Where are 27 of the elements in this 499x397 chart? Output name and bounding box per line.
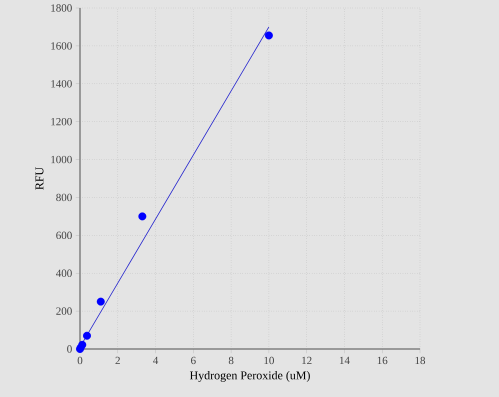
x-tick-label: 14 <box>340 356 350 364</box>
y-tick-label: 1200 <box>51 118 72 126</box>
y-tick-label: 800 <box>56 194 72 202</box>
y-tick-label: 600 <box>56 232 72 240</box>
x-tick-label: 2 <box>116 356 120 364</box>
point <box>83 332 91 340</box>
x-tick-label: 6 <box>191 356 196 364</box>
x-tick-label: 8 <box>228 356 234 364</box>
y-tick-label: 0 <box>67 345 72 353</box>
x-tick-label: 18 <box>415 356 426 364</box>
x-axis-title: Hydrogen Peroxide (uM) <box>190 371 310 382</box>
x-tick-label: 12 <box>302 356 312 364</box>
y-tick-label: 1000 <box>51 156 72 164</box>
x-tick-label: 4 <box>153 356 158 364</box>
y-tick-label: 400 <box>56 270 72 277</box>
x-tick-label: 10 <box>264 356 274 364</box>
point <box>96 298 105 306</box>
y-tick-label: 1600 <box>51 42 72 50</box>
point <box>264 31 273 40</box>
y-tick-label: 1800 <box>51 4 72 12</box>
x-tick-label: 16 <box>378 356 388 364</box>
y-tick-label: 200 <box>56 307 72 315</box>
x-tick-label: 0 <box>78 356 82 364</box>
point <box>138 212 146 220</box>
point <box>78 340 86 349</box>
y-axis-title: RFU <box>36 167 44 190</box>
y-tick-label: 1400 <box>51 80 72 88</box>
